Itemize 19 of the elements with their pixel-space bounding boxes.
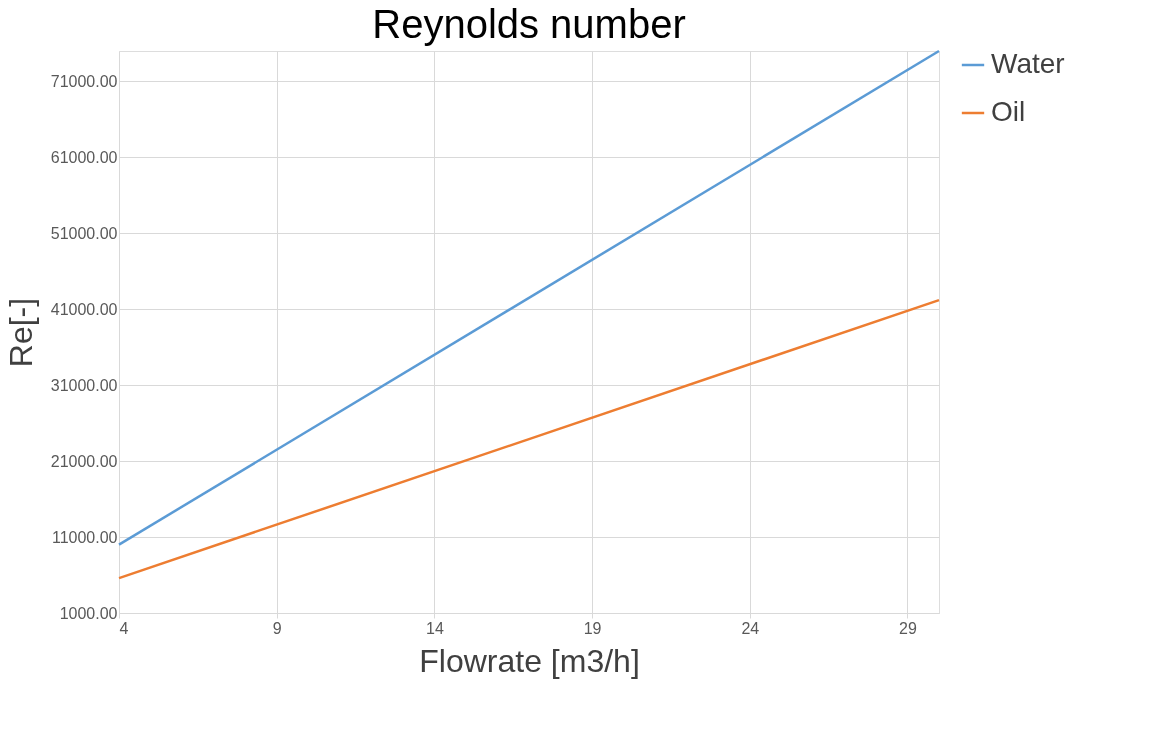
legend-label: Oil [991, 96, 1026, 127]
y-tick-label: 61000.00 [50, 148, 118, 166]
y-tick-label: 41000.00 [50, 300, 118, 318]
y-tick-label: 31000.00 [50, 376, 118, 394]
x-axis-title: Flowrate [m3/h] [419, 642, 640, 679]
x-tick-label: 9 [272, 619, 282, 637]
legend-label: Water [991, 48, 1065, 79]
x-tick-label: 19 [583, 619, 602, 637]
y-tick-label: 1000.00 [59, 604, 118, 622]
chart-title: Reynolds number [372, 1, 686, 46]
x-tick-label: 14 [425, 619, 444, 637]
x-tick-label: 4 [119, 619, 129, 637]
y-axis-title: Re[-] [2, 297, 39, 368]
y-tick-label: 11000.00 [51, 528, 118, 546]
x-tick-label: 24 [741, 619, 760, 637]
y-tick-label: 21000.00 [50, 452, 118, 470]
x-tick-label: 29 [899, 619, 917, 637]
y-tick-label: 71000.00 [50, 72, 118, 90]
y-tick-label: 51000.00 [50, 224, 118, 242]
